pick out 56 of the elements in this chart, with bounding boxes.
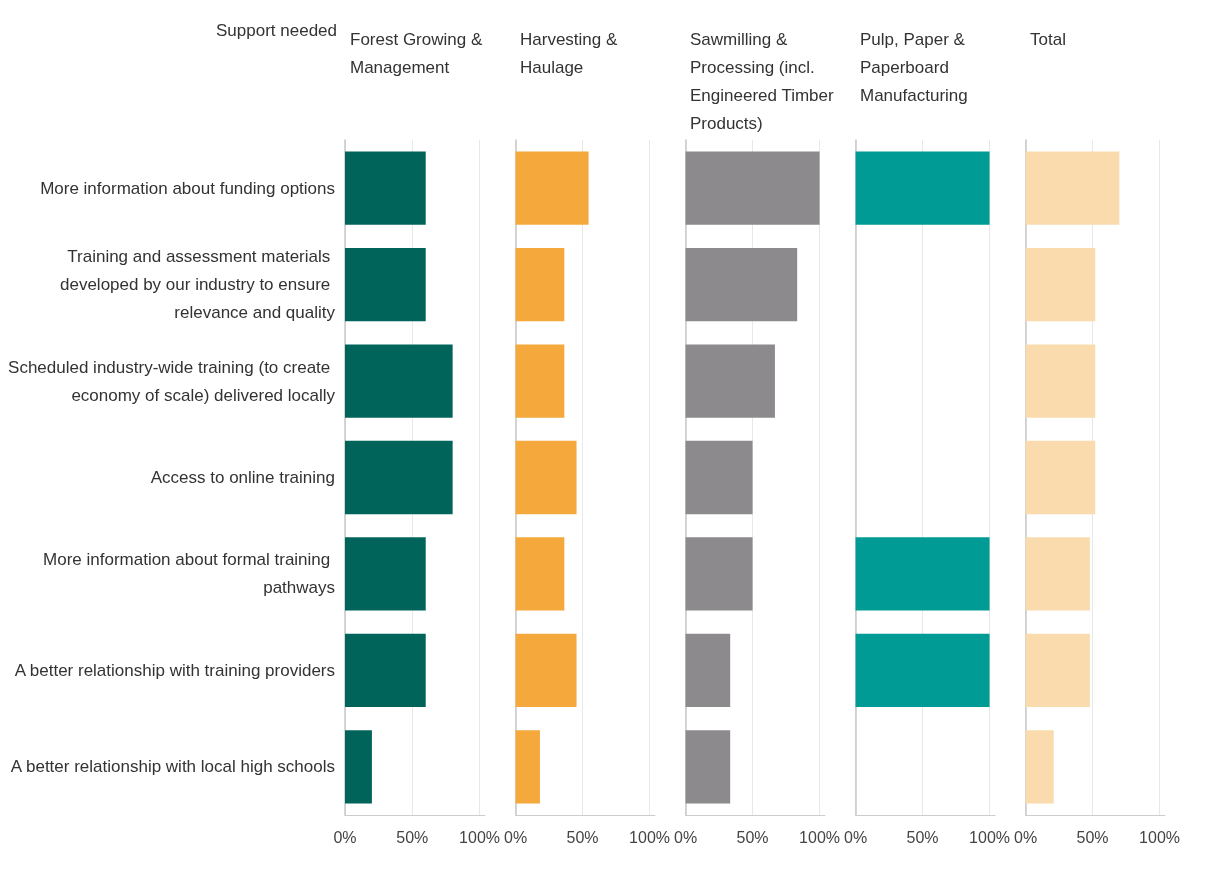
bar [515, 537, 565, 611]
y-tick-label: Access to online training [150, 468, 335, 487]
chart-title: Total [1030, 29, 1066, 49]
y-tick-label: More information about formal training pathways [43, 550, 335, 598]
x-tick-label: 0% [1014, 828, 1038, 846]
bar [345, 730, 372, 804]
bar [515, 633, 577, 707]
bar [515, 151, 589, 225]
bar [685, 730, 731, 804]
bar [685, 151, 820, 225]
x-tick-label: 0% [504, 828, 528, 846]
x-tick-label: 100% [799, 828, 841, 846]
y-tick-label: A better relationship with local high schools [10, 757, 335, 777]
x-tick-label: 50% [1076, 828, 1109, 846]
bar [1025, 633, 1090, 707]
bar [515, 248, 565, 322]
bar [345, 440, 453, 515]
x-tick-label: 100% [1139, 828, 1181, 846]
x-tick-label: 50% [566, 828, 599, 846]
bar [515, 730, 540, 804]
bar [685, 537, 753, 611]
x-tick-label: 100% [629, 828, 671, 846]
bar [1025, 248, 1096, 322]
y-tick-label: Scheduled industry-wide training (to create economy of scale) delivered locally [8, 357, 336, 405]
bar [345, 537, 426, 611]
bar [1025, 344, 1096, 418]
bar [685, 633, 731, 707]
x-tick-label: 0% [333, 828, 357, 846]
bar [515, 344, 565, 418]
chart-title: Pulp, Paper & Paperboard Manufacturing [860, 29, 970, 105]
bar [345, 344, 453, 418]
chart-title: Forest Growing & Management [350, 29, 487, 77]
x-tick-label: 50% [736, 828, 769, 846]
chart-title: Harvesting & Haulage [520, 29, 623, 77]
bar [685, 440, 753, 515]
bar [1025, 730, 1054, 804]
bar [345, 151, 426, 225]
bar [685, 248, 798, 322]
y-tick-label: A better relationship with training providers [14, 660, 335, 680]
y-tick-label: More information about funding options [40, 178, 335, 198]
bar [345, 633, 426, 707]
x-tick-label: 50% [906, 828, 939, 846]
bar [1025, 537, 1090, 611]
bar [685, 344, 775, 418]
x-tick-label: 0% [844, 828, 868, 846]
bar [1025, 151, 1120, 225]
x-tick-label: 50% [396, 828, 429, 846]
bar [1025, 440, 1096, 515]
x-tick-label: 100% [969, 828, 1011, 846]
bar [345, 248, 426, 322]
chart-title: Sawmilling & Processing (incl. Engineered Timber Products) [690, 29, 839, 133]
x-tick-label: 100% [459, 828, 500, 846]
x-tick-label: 0% [674, 828, 698, 846]
bar [515, 440, 577, 515]
y-tick-label: Training and assessment materials developed by our industry to ensure relevance and quality [59, 247, 336, 323]
y-axis-title: Support needed [216, 21, 337, 40]
